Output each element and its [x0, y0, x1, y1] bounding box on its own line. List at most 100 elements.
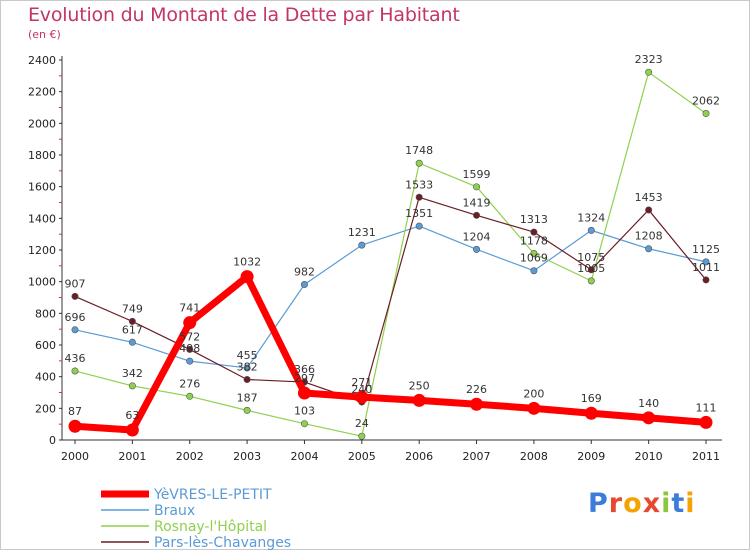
data-label-pars-les-chavanges: 382 [237, 361, 258, 374]
data-point-yevres-le-petit [240, 270, 254, 284]
data-point-pars-les-chavanges [530, 228, 538, 236]
data-point-braux [473, 245, 481, 253]
data-label-rosnay-l-hopital: 24 [355, 417, 369, 430]
data-label-pars-les-chavanges: 1453 [635, 191, 663, 204]
data-point-rosnay-l-hopital [186, 392, 194, 400]
x-tick-label: 2000 [61, 450, 89, 463]
series-layer [68, 68, 713, 440]
data-label-braux: 696 [65, 311, 86, 324]
y-tick-label: 1200 [28, 244, 56, 257]
proxiti-logo: Proxiti [588, 488, 696, 519]
logo-letter: i [685, 488, 696, 519]
data-label-rosnay-l-hopital: 1599 [463, 168, 491, 181]
x-tick-label: 2008 [520, 450, 548, 463]
data-point-braux [300, 281, 308, 289]
x-tick-label: 2005 [348, 450, 376, 463]
data-label-pars-les-chavanges: 572 [179, 330, 200, 343]
y-tick-label: 2400 [28, 54, 56, 67]
data-label-braux: 1231 [348, 226, 376, 239]
data-point-yevres-le-petit [699, 415, 713, 429]
data-point-rosnay-l-hopital [530, 249, 538, 257]
y-tick-label: 200 [35, 402, 56, 415]
data-point-braux [358, 241, 366, 249]
data-label-rosnay-l-hopital: 1005 [577, 262, 605, 275]
data-point-pars-les-chavanges [473, 211, 481, 219]
data-point-yevres-le-petit [412, 393, 426, 407]
x-tick-label: 2010 [635, 450, 663, 463]
data-label-pars-les-chavanges: 1313 [520, 213, 548, 226]
data-label-yevres-le-petit: 87 [68, 405, 82, 418]
x-tick-label: 2001 [118, 450, 146, 463]
x-tick-label: 2002 [176, 450, 204, 463]
data-label-rosnay-l-hopital: 2062 [692, 95, 720, 108]
series-line-pars-les-chavanges [74, 196, 707, 403]
series-line-rosnay-l-hopital [74, 71, 707, 437]
series-line-yevres-le-petit [71, 273, 710, 434]
y-tick-label: 400 [35, 371, 56, 384]
legend-label: Braux [154, 503, 195, 519]
data-label-braux: 1204 [463, 230, 491, 243]
series-line-braux [74, 225, 707, 369]
data-point-pars-les-chavanges [243, 376, 251, 384]
data-label-pars-les-chavanges: 366 [294, 363, 315, 376]
x-tick-label: 2004 [290, 450, 318, 463]
data-point-braux [587, 226, 595, 234]
data-point-rosnay-l-hopital [587, 277, 595, 285]
data-point-braux [702, 258, 710, 266]
data-label-braux: 498 [179, 342, 200, 355]
data-label-rosnay-l-hopital: 1748 [405, 144, 433, 157]
chart-title: Evolution du Montant de la Dette par Hab… [28, 4, 460, 26]
data-point-yevres-le-petit [642, 411, 656, 425]
y-tick-label: 2200 [28, 86, 56, 99]
data-labels: 696 617 498 455 982 1231 1351 1204 1069 1324 1208 1… [65, 53, 721, 430]
data-label-pars-les-chavanges: 749 [122, 302, 143, 315]
data-label-rosnay-l-hopital: 103 [294, 405, 315, 418]
data-label-yevres-le-petit: 741 [179, 302, 200, 315]
data-label-rosnay-l-hopital: 2323 [635, 53, 663, 66]
data-point-rosnay-l-hopital [415, 159, 423, 167]
data-label-rosnay-l-hopital: 1178 [520, 234, 548, 247]
x-tick-label: 2007 [463, 450, 491, 463]
y-tick-label: 800 [35, 307, 56, 320]
y-tick-label: 1800 [28, 149, 56, 162]
data-point-braux [645, 245, 653, 253]
data-point-rosnay-l-hopital [645, 68, 653, 76]
unit-label: (en €) [28, 28, 61, 41]
y-tick-label: 600 [35, 339, 56, 352]
data-point-yevres-le-petit [68, 419, 82, 433]
data-point-braux [415, 222, 423, 230]
data-point-rosnay-l-hopital [71, 367, 79, 375]
data-label-yevres-le-petit: 271 [351, 376, 372, 389]
data-point-pars-les-chavanges [71, 292, 79, 300]
data-label-braux: 1208 [635, 230, 663, 243]
data-point-yevres-le-petit [297, 386, 311, 400]
logo-letter: i [661, 488, 672, 519]
data-label-rosnay-l-hopital: 342 [122, 367, 143, 380]
data-point-rosnay-l-hopital [358, 432, 366, 440]
data-label-pars-les-chavanges: 240 [351, 383, 372, 396]
data-label-braux: 455 [237, 349, 258, 362]
data-label-yevres-le-petit: 63 [125, 409, 139, 422]
data-point-pars-les-chavanges [702, 276, 710, 284]
y-tick-label: 1000 [28, 276, 56, 289]
data-point-pars-les-chavanges [645, 206, 653, 214]
logo-letter: P [588, 488, 609, 519]
data-point-yevres-le-petit [470, 397, 484, 411]
y-tick-label: 2000 [28, 117, 56, 130]
legend-label: Pars-lès-Chavanges [154, 535, 291, 550]
x-tick-label: 2009 [577, 450, 605, 463]
data-label-yevres-le-petit: 111 [696, 401, 717, 414]
data-label-braux: 982 [294, 266, 315, 279]
data-point-braux [186, 357, 194, 365]
data-point-pars-les-chavanges [415, 193, 423, 201]
data-label-yevres-le-petit: 140 [638, 397, 659, 410]
data-label-braux: 1351 [405, 207, 433, 220]
data-label-braux: 1324 [577, 211, 605, 224]
data-label-pars-les-chavanges: 1419 [463, 196, 491, 209]
data-point-rosnay-l-hopital [473, 183, 481, 191]
x-tick-label: 2006 [405, 450, 433, 463]
logo-letter: t [671, 488, 686, 519]
data-label-yevres-le-petit: 169 [581, 392, 602, 405]
data-point-braux [128, 338, 136, 346]
